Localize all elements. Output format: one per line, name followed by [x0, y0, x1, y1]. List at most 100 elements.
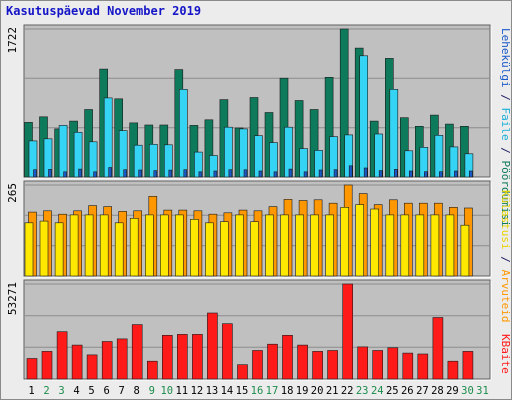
sites-bar: [280, 214, 289, 277]
x-tick-label: 9: [149, 385, 155, 397]
legend-hits: Pöördumisi: [499, 160, 512, 226]
kbytes-bar: [417, 353, 429, 380]
pages-bar: [303, 171, 308, 178]
kbytes-bar: [267, 343, 278, 380]
sites-bar: [400, 214, 410, 277]
legend-pages: Lehekülgi: [499, 28, 512, 88]
x-tick-label: 19: [296, 385, 309, 397]
hits-bar: [204, 119, 214, 178]
kbytes-bar: [101, 341, 113, 380]
sites-bar: [24, 222, 34, 277]
pages-bar: [138, 169, 142, 178]
hits-bar: [460, 126, 469, 178]
pages-bar: [93, 171, 97, 178]
files-bar: [224, 126, 233, 178]
sites-bar: [295, 214, 304, 277]
kbytes-bar: [282, 334, 293, 380]
pages-bar: [33, 169, 37, 178]
chart-title: Kasutuspäevad November 2019: [6, 4, 202, 18]
x-tick-label: 20: [311, 385, 324, 397]
x-tick-label: 30: [461, 385, 474, 397]
legend-files: Faile: [499, 107, 512, 140]
kbytes-bar: [372, 350, 384, 380]
pages-bar: [183, 169, 188, 178]
pages-bar: [454, 170, 458, 178]
files-bar: [314, 150, 323, 178]
pages-bar: [439, 171, 443, 178]
files-bar: [434, 135, 444, 178]
x-tick-label: 5: [88, 385, 94, 397]
pages-bar: [258, 170, 263, 178]
pages-bar: [168, 169, 173, 178]
pages-bar: [469, 170, 473, 178]
requests-max-label: 1722: [6, 27, 19, 54]
sites-bar: [220, 221, 229, 277]
files-bar: [239, 128, 248, 178]
kbytes-bar: [237, 364, 248, 380]
sites-bar: [430, 214, 440, 277]
kbytes-bar: [252, 350, 263, 380]
legend-sep: /: [499, 250, 512, 270]
files-bar: [179, 89, 188, 178]
files-bar: [389, 89, 399, 178]
sites-bar: [385, 214, 395, 277]
pages-bar: [153, 170, 158, 178]
kbytes-bar: [71, 344, 83, 380]
sites-bar: [370, 208, 380, 277]
kbytes-max-label: 53271: [6, 282, 19, 315]
kbytes-bar: [357, 346, 369, 380]
pages-bar: [333, 169, 338, 178]
x-tick-label: 17: [266, 385, 279, 397]
files-bar: [43, 138, 53, 178]
sites-bar: [205, 222, 214, 277]
kbytes-bar: [86, 354, 98, 380]
x-tick-label: 28: [431, 385, 444, 397]
kbytes-bar: [192, 334, 203, 380]
pages-bar: [198, 171, 203, 178]
sites-bar: [250, 221, 259, 277]
sites-bar: [445, 214, 455, 277]
pages-bar: [423, 171, 428, 178]
files-bar: [133, 144, 143, 178]
x-tick-label: 14: [221, 385, 234, 397]
kbytes-bar: [432, 317, 444, 380]
x-tick-label: 29: [446, 385, 459, 397]
x-tick-label: 1: [28, 385, 34, 397]
pages-bar: [363, 167, 368, 178]
x-tick-label: 22: [341, 385, 354, 397]
kbytes-bar: [402, 352, 414, 380]
pages-bar: [318, 169, 323, 178]
x-tick-label: 16: [251, 385, 264, 397]
sites-bar: [39, 220, 49, 277]
files-bar: [299, 148, 308, 178]
sites-bar: [84, 214, 94, 277]
pages-bar: [108, 167, 112, 178]
x-tick-label: 13: [206, 385, 219, 397]
pages-bar: [393, 169, 398, 178]
kbytes-bar: [207, 312, 218, 380]
x-tick-label: 10: [160, 385, 173, 397]
sites-bar: [190, 219, 199, 277]
kbytes-bar: [131, 324, 143, 380]
sites-bar: [235, 214, 244, 277]
sites-bar: [460, 224, 470, 277]
x-tick-label: 12: [191, 385, 204, 397]
sites-bar: [160, 214, 169, 277]
kbytes-bar: [447, 360, 459, 380]
sites-bar: [114, 222, 124, 277]
legend-sep: /: [499, 141, 512, 161]
files-bar: [404, 150, 414, 178]
sites-bar: [265, 214, 274, 277]
x-tick-label: 2: [43, 385, 49, 397]
sites-bar: [175, 214, 184, 277]
kbytes-bar: [222, 323, 233, 380]
x-tick-label: 3: [58, 385, 64, 397]
legend-visits: Arvuteid: [499, 269, 512, 322]
sites-bar: [325, 214, 334, 277]
files-bar: [58, 125, 68, 178]
hits-bar: [309, 109, 319, 178]
sites-bar: [340, 207, 350, 277]
kbytes-bar: [387, 347, 399, 380]
sites-bar: [99, 214, 109, 277]
x-tick-label: 7: [119, 385, 125, 397]
